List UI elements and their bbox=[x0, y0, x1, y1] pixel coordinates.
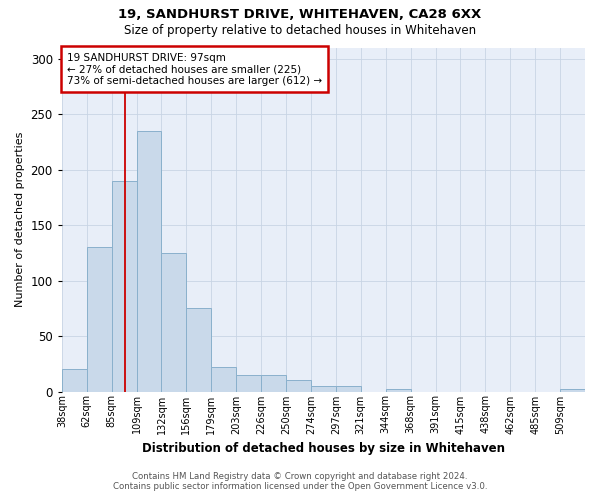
Bar bbox=[311, 386, 336, 392]
Bar bbox=[112, 180, 137, 392]
Text: Contains HM Land Registry data © Crown copyright and database right 2024.
Contai: Contains HM Land Registry data © Crown c… bbox=[113, 472, 487, 491]
Bar bbox=[560, 390, 585, 392]
Bar bbox=[286, 380, 311, 392]
Bar bbox=[261, 375, 286, 392]
Bar bbox=[161, 253, 187, 392]
Bar bbox=[187, 308, 211, 392]
Bar bbox=[336, 386, 361, 392]
X-axis label: Distribution of detached houses by size in Whitehaven: Distribution of detached houses by size … bbox=[142, 442, 505, 455]
Bar bbox=[236, 375, 261, 392]
Bar bbox=[87, 247, 112, 392]
Y-axis label: Number of detached properties: Number of detached properties bbox=[15, 132, 25, 307]
Text: Size of property relative to detached houses in Whitehaven: Size of property relative to detached ho… bbox=[124, 24, 476, 37]
Bar bbox=[137, 130, 161, 392]
Bar bbox=[386, 390, 410, 392]
Text: 19, SANDHURST DRIVE, WHITEHAVEN, CA28 6XX: 19, SANDHURST DRIVE, WHITEHAVEN, CA28 6X… bbox=[118, 8, 482, 20]
Bar bbox=[62, 370, 87, 392]
Text: 19 SANDHURST DRIVE: 97sqm
← 27% of detached houses are smaller (225)
73% of semi: 19 SANDHURST DRIVE: 97sqm ← 27% of detac… bbox=[67, 52, 322, 86]
Bar bbox=[211, 367, 236, 392]
